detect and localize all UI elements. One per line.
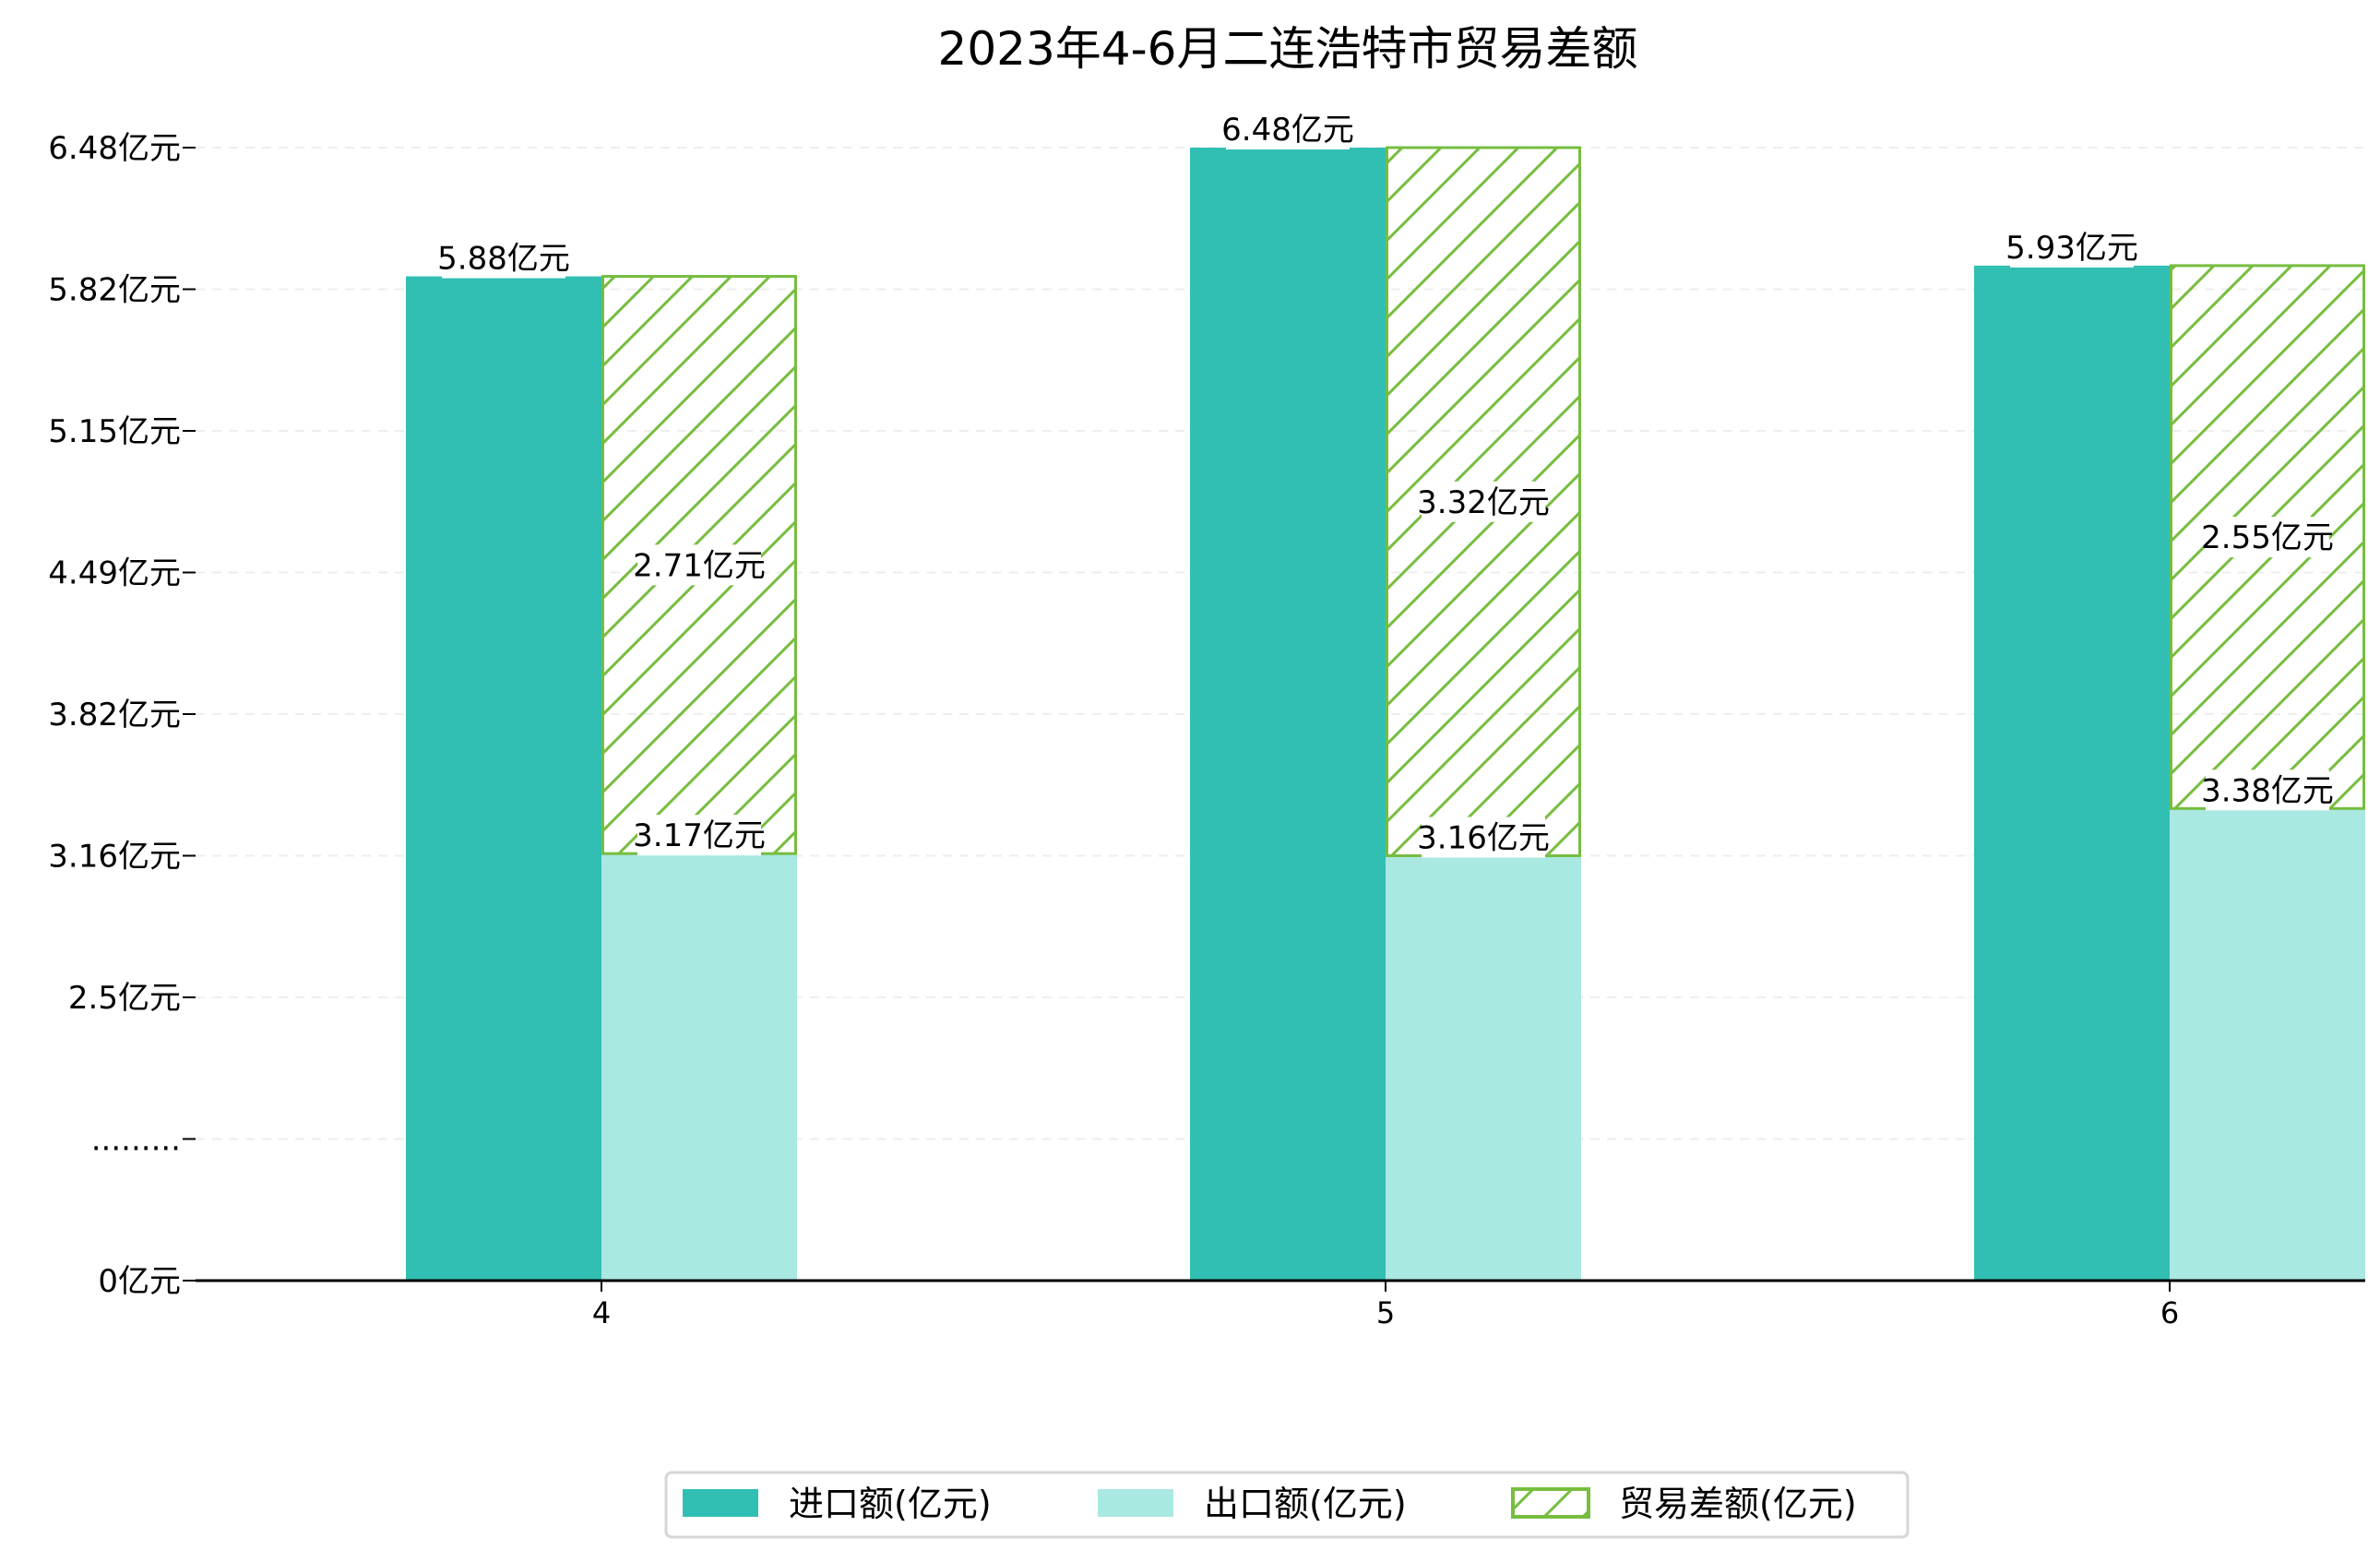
- label-import-bg: [442, 237, 565, 279]
- axes: 0亿元......... 2.5亿元 3.16亿元 3.82亿元 4.49亿元 5.15亿…: [48, 130, 2365, 1330]
- bars: [406, 146, 2365, 1282]
- data-labels: 5.88亿元 3.17亿元 2.71亿元 6.48亿元 3.16亿元 3.32亿元 5.93…: [437, 109, 2334, 858]
- y-tick-label: 6.48亿元: [48, 130, 181, 167]
- bar-export: [601, 853, 797, 1281]
- y-tick-label: 5.15亿元: [48, 413, 181, 450]
- legend-label: 进口额(亿元): [789, 1484, 992, 1524]
- label-import-bg: [2010, 226, 2134, 268]
- label-trade-balance-bg: [1422, 481, 1545, 522]
- label-export: 3.17亿元: [633, 817, 766, 854]
- bar-export: [2170, 808, 2365, 1281]
- y-tick-label: 0亿元: [98, 1263, 181, 1300]
- label-trade-balance: 2.71亿元: [633, 547, 766, 584]
- y-tick-label: .........: [91, 1122, 181, 1159]
- label-import: 5.88亿元: [437, 241, 570, 278]
- label-export-bg: [637, 815, 761, 856]
- label-export: 3.38亿元: [2201, 772, 2334, 809]
- y-tick-label: 3.82亿元: [48, 697, 181, 733]
- x-tick-label: 4: [592, 1295, 611, 1330]
- label-trade-balance: 3.32亿元: [1417, 484, 1550, 521]
- legend-swatch: [1511, 1487, 1590, 1519]
- bar-import: [1190, 148, 1386, 1281]
- legend: 进口额(亿元) 出口额(亿元) 贸易差额(亿元): [664, 1471, 1910, 1539]
- legend-swatch: [1098, 1489, 1173, 1517]
- y-tick-label: 5.82亿元: [48, 272, 181, 309]
- bar-export: [1386, 855, 1581, 1281]
- legend-label: 贸易差额(亿元): [1619, 1484, 1857, 1524]
- y-tick-label: 3.16亿元: [48, 839, 181, 876]
- bar-import: [406, 276, 601, 1282]
- legend-label: 出口额(亿元): [1204, 1484, 1407, 1524]
- label-trade-balance: 2.55亿元: [2201, 519, 2334, 556]
- label-trade-balance-bg: [2206, 517, 2329, 558]
- label-trade-balance-bg: [637, 544, 761, 586]
- label-import-bg: [1226, 109, 1350, 149]
- label-export: 3.16亿元: [1417, 820, 1550, 857]
- legend-swatch: [683, 1489, 758, 1517]
- y-tick-label: 4.49亿元: [48, 555, 181, 592]
- label-import: 5.93亿元: [2005, 230, 2138, 267]
- label-export-bg: [2206, 769, 2329, 811]
- label-export-bg: [1422, 817, 1545, 858]
- y-tick-label: 2.5亿元: [68, 980, 181, 1017]
- label-import: 6.48亿元: [1221, 112, 1354, 149]
- x-tick-label: 5: [1376, 1295, 1395, 1330]
- chart-title: 2023年4-6月二连浩特市贸易差额: [938, 22, 1638, 76]
- x-tick-label: 6: [2160, 1295, 2179, 1330]
- bar-import: [1974, 265, 2170, 1282]
- legend-box: [664, 1471, 1910, 1539]
